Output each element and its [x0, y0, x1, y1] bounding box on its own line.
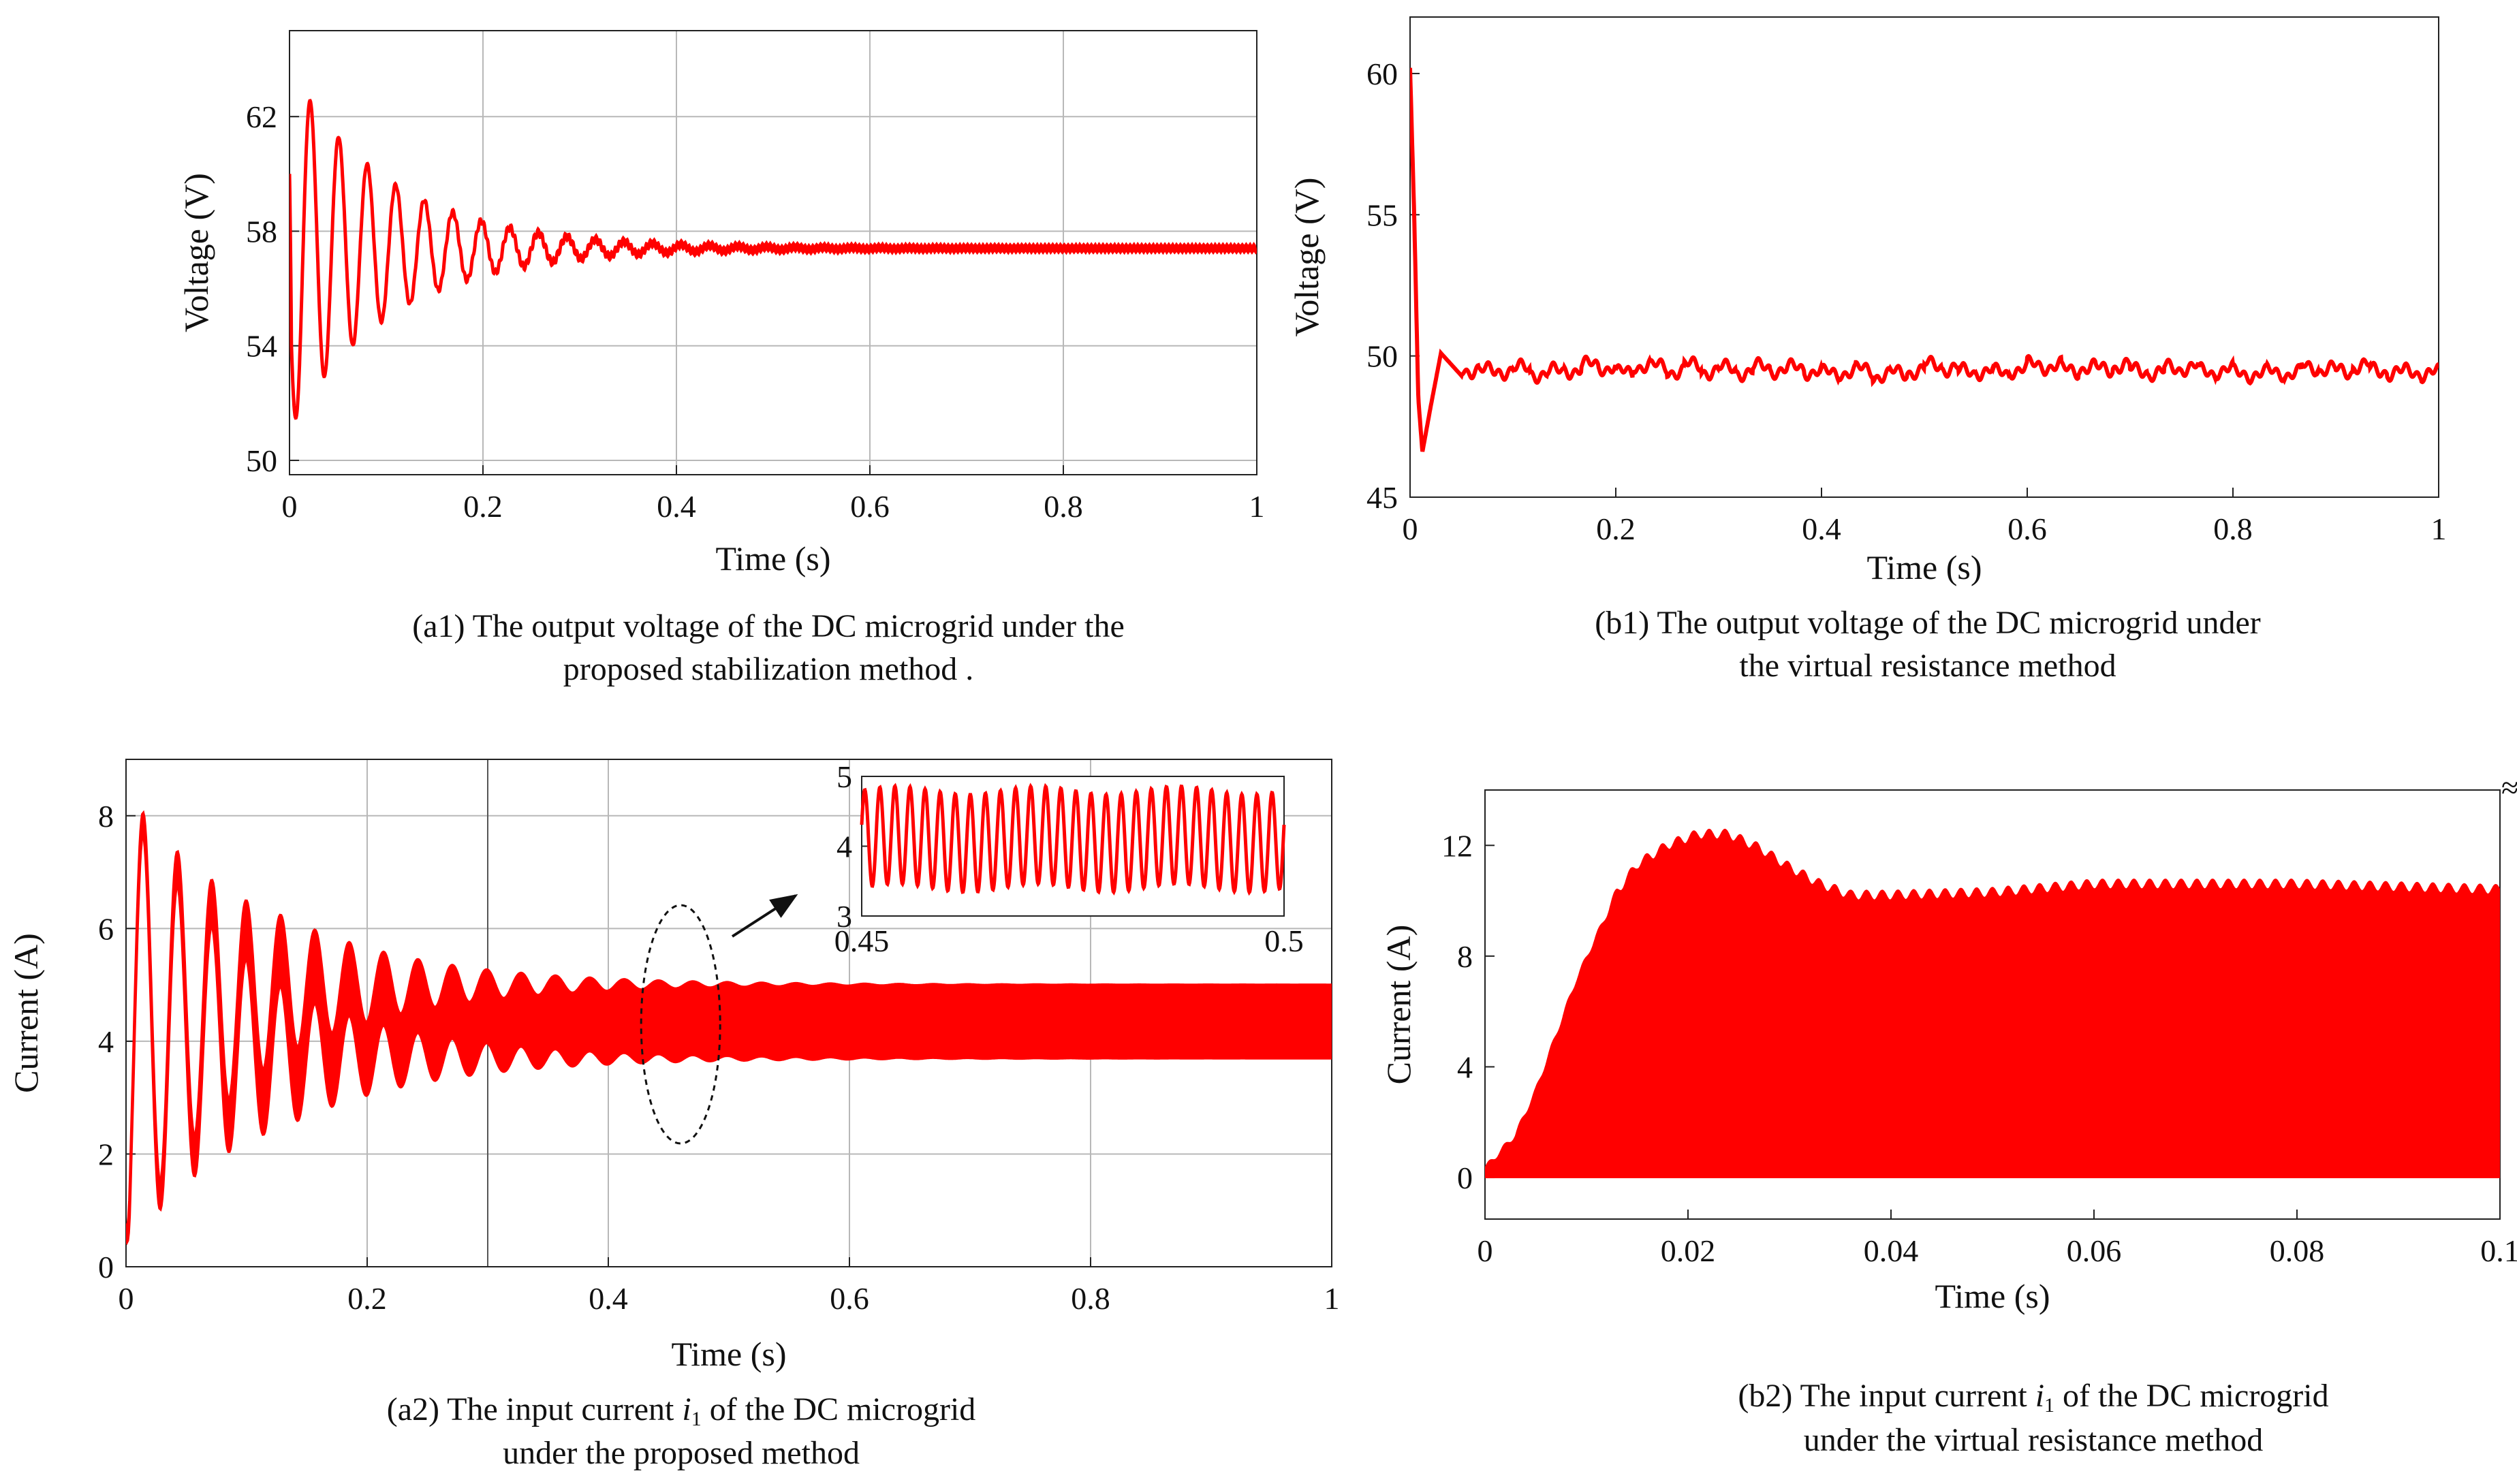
- b2-corner-mark: ≈: [2501, 770, 2517, 805]
- b1-xtick-label-0: 0: [1403, 511, 1418, 546]
- b1-ytick-label-3: 60: [1366, 57, 1398, 91]
- b2-xtick-label-1: 0.02: [1661, 1233, 1716, 1268]
- a2-ytick-label-3: 6: [98, 911, 114, 946]
- a2-inset-ytick-label-0: 3: [837, 899, 852, 934]
- a2-inset-series: [860, 783, 1286, 896]
- b2-xtick-label-3: 0.06: [2067, 1233, 2122, 1268]
- caption-a1-line2: proposed stabilization method .: [563, 651, 974, 687]
- a2-xlabel: Time (s): [671, 1335, 786, 1373]
- b2-series-input-current: [1485, 828, 2500, 1178]
- a1-ylabel: Voltage (V): [177, 173, 215, 332]
- caption-b1-line1: (b1) The output voltage of the DC microg…: [1595, 605, 2261, 641]
- a1-ytick-label-1: 54: [246, 329, 277, 364]
- a2-xtick-label-0: 0: [119, 1281, 134, 1316]
- caption-a2-post: of the DC microgrid: [702, 1391, 976, 1427]
- b1-xtick-label-5: 1: [2431, 511, 2447, 546]
- b1-xtick-label-2: 0.4: [1802, 511, 1841, 546]
- b1-ytick-label-1: 50: [1366, 339, 1398, 374]
- a2-inset-xtick-label-1: 0.5: [1264, 923, 1304, 958]
- caption-b2-pre: (b2) The input current: [1738, 1378, 2035, 1414]
- b2-ytick-label-3: 12: [1441, 828, 1473, 863]
- b2-xtick-label-5: 0.1: [2480, 1233, 2517, 1268]
- chart-b2: 0 0.02 0.04 0.06 0.08 0.1 0 4 8 12 Time (s) Current…: [1379, 770, 2517, 1315]
- caption-b2-sym: i: [2035, 1378, 2044, 1414]
- a1-xlabel: Time (s): [715, 539, 830, 578]
- b1-xlabel: Time (s): [1866, 548, 1982, 586]
- a2-ytick-label-4: 8: [98, 799, 114, 834]
- b2-ylabel: Current (A): [1379, 925, 1418, 1085]
- a2-ytick-label-0: 0: [98, 1250, 114, 1284]
- b2-ytick-label-2: 8: [1457, 939, 1473, 974]
- a1-xtick-label-2: 0.4: [657, 489, 696, 524]
- b2-xlabel: Time (s): [1935, 1277, 2050, 1315]
- caption-a2-pre: (a2) The input current: [387, 1391, 683, 1427]
- b2-xtick-label-0: 0: [1478, 1233, 1493, 1268]
- b2-xtick-label-4: 0.08: [2270, 1233, 2325, 1268]
- a1-ytick-label-3: 62: [246, 99, 277, 134]
- a1-xtick-label-0: 0: [282, 489, 298, 524]
- b1-ytick-label-0: 45: [1366, 480, 1398, 515]
- caption-b2-line2: under the virtual resistance method: [1804, 1422, 2263, 1458]
- caption-b1-line2: the virtual resistance method: [1739, 648, 2116, 684]
- a2-inset-ytick-label-2: 5: [837, 759, 852, 794]
- caption-b2-sub: 1: [2044, 1394, 2054, 1417]
- a2-xtick-label-2: 0.4: [589, 1281, 628, 1316]
- b1-ytick-label-2: 55: [1366, 198, 1398, 232]
- b2-xtick-label-2: 0.04: [1864, 1233, 1919, 1268]
- a2-inset-ytick-label-1: 4: [837, 830, 852, 864]
- chart-b1: 0 0.2 0.4 0.6 0.8 1 45 50 55 60 Time (s) Voltage (V…: [1287, 16, 2447, 586]
- a1-xtick-label-1: 0.2: [463, 489, 503, 524]
- b1-series-output-voltage: [1410, 67, 2439, 452]
- a1-ytick-label-2: 58: [246, 214, 277, 249]
- chart-a2: 0 0.2 0.4 0.6 0.8 1 0 2 4 6 8 Time (s) Current (A) 0.…: [7, 759, 1340, 1373]
- b1-frame: [1409, 16, 2439, 498]
- b2-ytick-label-1: 4: [1457, 1049, 1473, 1084]
- a1-xtick-label-3: 0.6: [850, 489, 890, 524]
- caption-a1-line1: (a1) The output voltage of the DC microg…: [412, 608, 1125, 644]
- a2-zoom-arrow: [731, 894, 798, 938]
- a1-xtick-label-5: 1: [1249, 489, 1265, 524]
- b1-xtick-label-4: 0.8: [2213, 511, 2253, 546]
- b1-xtick-label-1: 0.2: [1596, 511, 1636, 546]
- a2-series-input-current: [126, 810, 1332, 1246]
- a1-xtick-label-4: 0.8: [1044, 489, 1083, 524]
- caption-a2-line1: (a2) The input current i1 of the DC micr…: [387, 1391, 976, 1430]
- a2-xtick-label-3: 0.6: [830, 1281, 869, 1316]
- a1-series-output-voltage: [290, 99, 1257, 420]
- a2-xtick-label-5: 1: [1324, 1281, 1340, 1316]
- a2-xtick-label-4: 0.8: [1071, 1281, 1110, 1316]
- a2-zoom-highlight: [640, 904, 721, 1145]
- caption-a2-line2: under the proposed method: [503, 1435, 860, 1471]
- b1-ylabel: Voltage (V): [1287, 178, 1326, 337]
- a2-inset-xtick-label-0: 0.45: [834, 923, 890, 958]
- caption-a2-sym: i: [682, 1391, 691, 1427]
- b1-xtick-label-3: 0.6: [2007, 511, 2047, 546]
- a2-ylabel: Current (A): [7, 933, 45, 1093]
- a2-ytick-label-1: 2: [98, 1137, 114, 1171]
- caption-b2-line1: (b2) The input current i1 of the DC micr…: [1738, 1378, 2328, 1417]
- caption-b2-post: of the DC microgrid: [2054, 1378, 2329, 1414]
- a1-ytick-label-0: 50: [246, 443, 277, 478]
- a2-xtick-label-1: 0.2: [347, 1281, 387, 1316]
- b2-ytick-label-0: 0: [1457, 1161, 1473, 1195]
- caption-a2-sub: 1: [691, 1408, 702, 1430]
- a2-ytick-label-2: 4: [98, 1024, 114, 1059]
- chart-a1: 0 0.2 0.4 0.6 0.8 1 50 54 58 62 Time (s) Voltage (V…: [177, 30, 1265, 578]
